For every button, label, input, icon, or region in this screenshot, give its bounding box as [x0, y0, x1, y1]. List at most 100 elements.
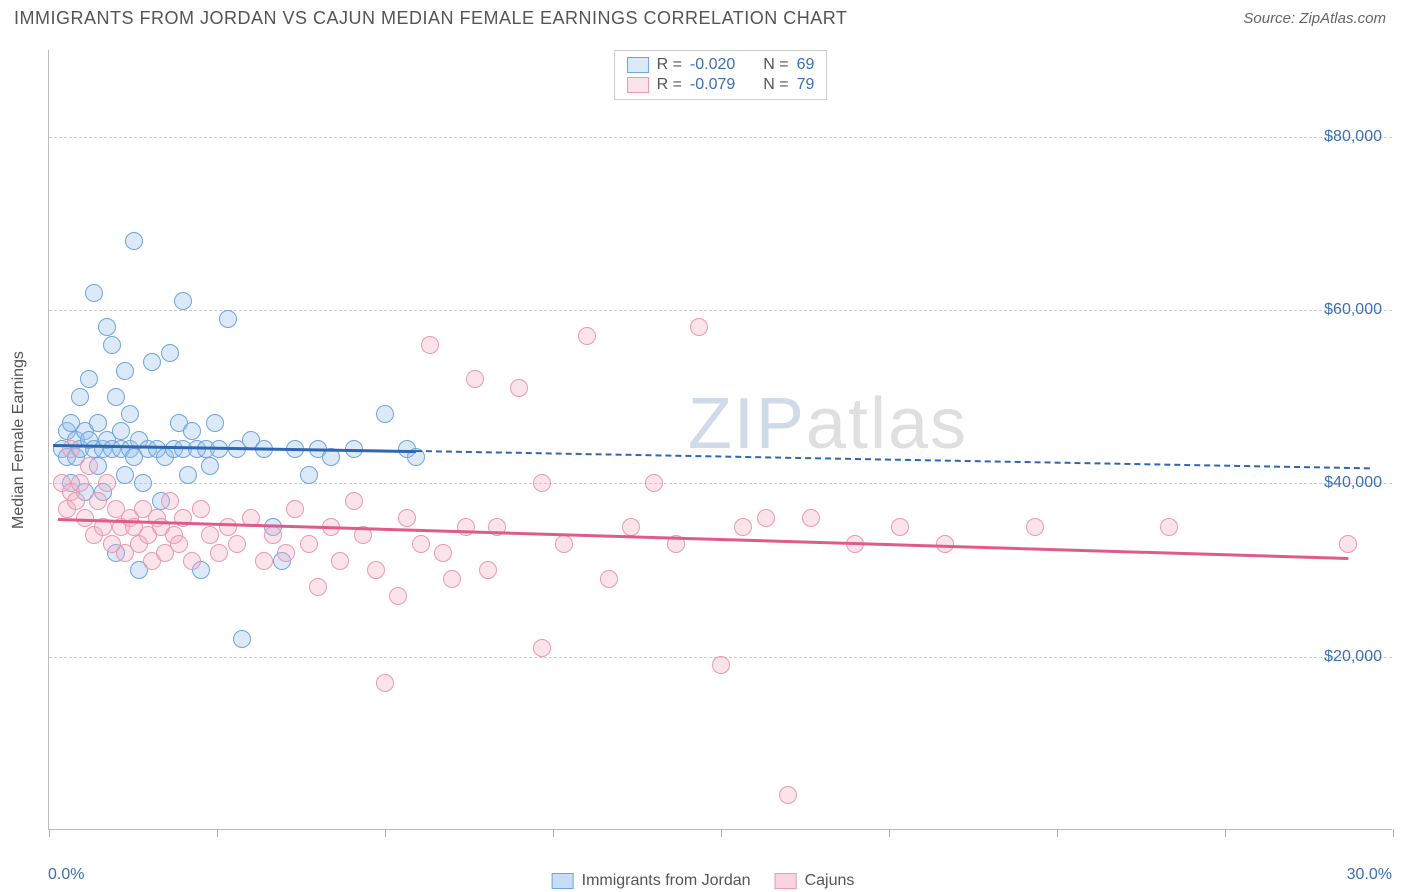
data-point-cajuns — [161, 492, 179, 510]
data-point-jordan — [179, 466, 197, 484]
data-point-cajuns — [412, 535, 430, 553]
data-point-jordan — [85, 284, 103, 302]
r-label: R = — [657, 76, 682, 94]
correlation-row-cajuns: R = -0.079 N = 79 — [627, 75, 815, 95]
data-point-cajuns — [891, 518, 909, 536]
data-point-cajuns — [201, 526, 219, 544]
data-point-cajuns — [389, 587, 407, 605]
source-name: ZipAtlas.com — [1299, 10, 1386, 27]
data-point-cajuns — [300, 535, 318, 553]
legend-label: Immigrants from Jordan — [582, 872, 751, 890]
data-point-cajuns — [286, 500, 304, 518]
r-label: R = — [657, 56, 682, 74]
data-point-cajuns — [71, 474, 89, 492]
series-legend: Immigrants from Jordan Cajuns — [552, 872, 855, 890]
data-point-cajuns — [277, 544, 295, 562]
data-point-cajuns — [1026, 518, 1044, 536]
gridline — [49, 483, 1392, 484]
data-point-cajuns — [98, 474, 116, 492]
scatter-chart: ZIPatlas R = -0.020N = 69R = -0.079N = 7… — [48, 50, 1392, 830]
data-point-cajuns — [443, 570, 461, 588]
data-point-cajuns — [398, 509, 416, 527]
n-value: 79 — [797, 76, 815, 94]
data-point-jordan — [80, 370, 98, 388]
y-tick-label: $60,000 — [1324, 301, 1382, 319]
data-point-cajuns — [219, 518, 237, 536]
data-point-cajuns — [479, 561, 497, 579]
data-point-jordan — [174, 292, 192, 310]
data-point-cajuns — [510, 379, 528, 397]
data-point-cajuns — [309, 578, 327, 596]
data-point-cajuns — [89, 492, 107, 510]
swatch-jordan — [627, 57, 649, 73]
data-point-jordan — [183, 422, 201, 440]
legend-swatch — [552, 873, 574, 889]
legend-item: Cajuns — [775, 872, 855, 890]
data-point-jordan — [161, 344, 179, 362]
data-point-cajuns — [331, 552, 349, 570]
y-tick-label: $40,000 — [1324, 474, 1382, 492]
x-tick — [49, 829, 50, 837]
data-point-cajuns — [600, 570, 618, 588]
data-point-cajuns — [376, 674, 394, 692]
data-point-jordan — [89, 414, 107, 432]
gridline — [49, 137, 1392, 138]
x-tick — [385, 829, 386, 837]
data-point-jordan — [376, 405, 394, 423]
data-point-cajuns — [421, 336, 439, 354]
r-value: -0.079 — [690, 76, 735, 94]
data-point-jordan — [103, 336, 121, 354]
data-point-cajuns — [264, 526, 282, 544]
source-prefix: Source: — [1243, 10, 1299, 27]
data-point-jordan — [300, 466, 318, 484]
data-point-cajuns — [1160, 518, 1178, 536]
data-point-cajuns — [1339, 535, 1357, 553]
data-point-cajuns — [533, 639, 551, 657]
data-point-cajuns — [367, 561, 385, 579]
source-attribution: Source: ZipAtlas.com — [1243, 10, 1386, 27]
legend-label: Cajuns — [805, 872, 855, 890]
x-tick — [1225, 829, 1226, 837]
data-point-cajuns — [734, 518, 752, 536]
chart-title: IMMIGRANTS FROM JORDAN VS CAJUN MEDIAN F… — [14, 8, 847, 29]
data-point-jordan — [219, 310, 237, 328]
data-point-cajuns — [690, 318, 708, 336]
data-point-jordan — [201, 457, 219, 475]
data-point-jordan — [134, 474, 152, 492]
n-label: N = — [763, 56, 788, 74]
x-tick — [1057, 829, 1058, 837]
data-point-cajuns — [645, 474, 663, 492]
x-tick — [553, 829, 554, 837]
data-point-cajuns — [533, 474, 551, 492]
data-point-cajuns — [578, 327, 596, 345]
data-point-jordan — [107, 388, 125, 406]
x-tick — [889, 829, 890, 837]
data-point-cajuns — [779, 786, 797, 804]
data-point-cajuns — [434, 544, 452, 562]
correlation-row-jordan: R = -0.020N = 69 — [627, 55, 815, 75]
data-point-cajuns — [80, 457, 98, 475]
data-point-cajuns — [62, 440, 80, 458]
trend-line-cajuns — [58, 518, 1348, 559]
data-point-cajuns — [466, 370, 484, 388]
trend-extension-jordan — [416, 450, 1370, 469]
n-label: N = — [763, 76, 788, 94]
data-point-jordan — [233, 630, 251, 648]
data-point-jordan — [116, 466, 134, 484]
data-point-jordan — [98, 318, 116, 336]
x-axis-max-label: 30.0% — [1347, 866, 1392, 884]
legend-swatch — [775, 873, 797, 889]
x-tick — [217, 829, 218, 837]
r-value: -0.020 — [690, 56, 735, 74]
header-bar: IMMIGRANTS FROM JORDAN VS CAJUN MEDIAN F… — [0, 0, 1406, 33]
data-point-jordan — [206, 414, 224, 432]
y-axis-title: Median Female Earnings — [10, 351, 28, 529]
data-point-cajuns — [345, 492, 363, 510]
gridline — [49, 310, 1392, 311]
watermark: ZIPatlas — [688, 383, 968, 465]
data-point-jordan — [125, 232, 143, 250]
watermark-z: Z — [688, 384, 734, 464]
data-point-cajuns — [802, 509, 820, 527]
data-point-jordan — [143, 353, 161, 371]
data-point-cajuns — [757, 509, 775, 527]
